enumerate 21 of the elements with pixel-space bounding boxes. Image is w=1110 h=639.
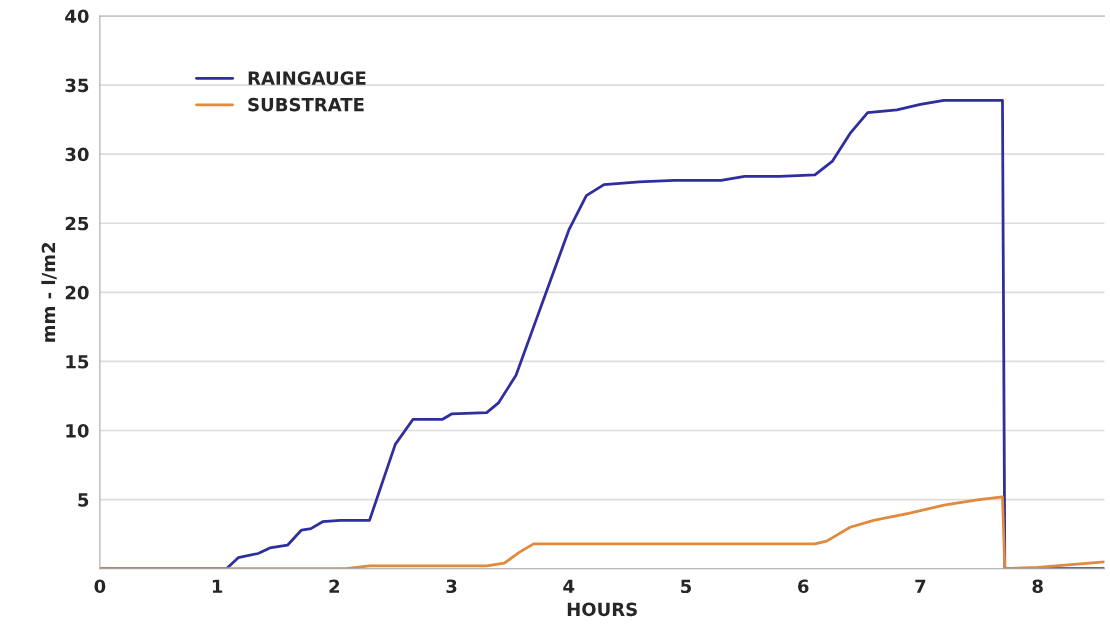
legend-label: RAINGAUGE <box>248 71 366 85</box>
x-tick-label: 8 <box>1032 579 1043 594</box>
x-tick-label: 6 <box>798 579 809 594</box>
y-tick-label: 40 <box>65 9 89 24</box>
y-tick-label: 5 <box>78 493 89 507</box>
y-tick-label: 20 <box>65 285 89 300</box>
x-tick-label: 3 <box>446 579 457 594</box>
x-tick-label: 5 <box>681 579 692 594</box>
x-tick-label: 7 <box>915 579 926 593</box>
y-axis-title: mm - l/m2 <box>41 242 57 342</box>
y-tick-label: 10 <box>66 423 89 438</box>
legend-label: SUBSTRATE <box>248 97 364 112</box>
x-tick-label: 1 <box>212 579 223 593</box>
y-tick-label: 25 <box>65 216 89 231</box>
x-tick-label: 4 <box>563 579 575 593</box>
y-tick-label: 35 <box>65 78 89 93</box>
y-tick-label: 30 <box>65 147 89 162</box>
x-tick-label: 0 <box>94 579 106 594</box>
y-tick-label: 15 <box>66 355 89 369</box>
x-tick-label: 2 <box>329 579 340 593</box>
x-axis-title: HOURS <box>567 602 637 617</box>
